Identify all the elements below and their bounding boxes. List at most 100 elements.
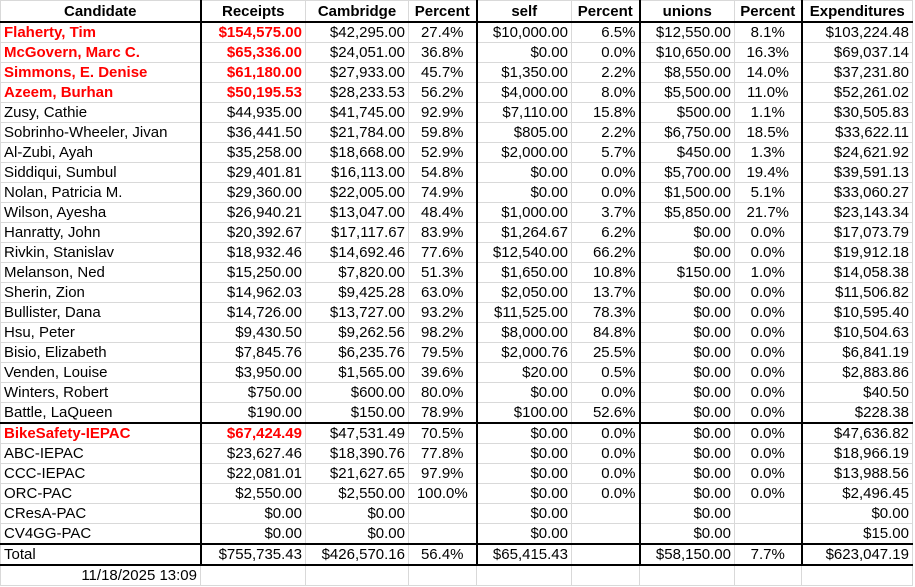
self-cell[interactable]: $12,540.00 xyxy=(475,242,572,263)
candidate-name-cell[interactable]: McGovern, Marc C. xyxy=(0,42,201,63)
unions-cell[interactable]: $0.00 xyxy=(638,463,735,484)
expenditures-cell[interactable]: $103,224.48 xyxy=(800,21,913,43)
unions-percent-cell[interactable]: 16.3% xyxy=(734,42,802,63)
cambridge-cell[interactable]: $2,550.00 xyxy=(305,483,409,504)
self-cell[interactable]: $0.00 xyxy=(475,523,572,545)
expenditures-cell[interactable]: $14,058.38 xyxy=(800,262,913,283)
unions-cell[interactable]: $0.00 xyxy=(638,302,735,323)
receipts-cell[interactable]: $26,940.21 xyxy=(199,202,306,223)
cambridge-percent-cell[interactable]: 63.0% xyxy=(408,282,477,303)
candidate-name-cell[interactable]: ABC-IEPAC xyxy=(0,443,201,464)
self-cell[interactable]: $0.00 xyxy=(475,463,572,484)
self-cell[interactable]: $20.00 xyxy=(475,362,572,383)
self-percent-cell[interactable]: 84.8% xyxy=(571,322,640,343)
self-cell[interactable]: $1,264.67 xyxy=(475,222,572,243)
candidate-name-cell[interactable]: Hsu, Peter xyxy=(0,322,201,343)
candidate-name-cell[interactable]: CV4GG-PAC xyxy=(0,523,201,545)
candidate-name-cell[interactable]: Sobrinho-Wheeler, Jivan xyxy=(0,122,201,143)
unions-cell[interactable]: $0.00 xyxy=(638,322,735,343)
unions-cell[interactable]: $0.00 xyxy=(638,362,735,383)
self-percent-cell[interactable]: 3.7% xyxy=(571,202,640,223)
unions-cell[interactable]: $6,750.00 xyxy=(638,122,735,143)
unions-percent-cell[interactable]: 0.0% xyxy=(734,483,802,504)
candidate-name-cell[interactable]: Venden, Louise xyxy=(0,362,201,383)
receipts-cell[interactable]: $65,336.00 xyxy=(199,42,306,63)
receipts-cell[interactable]: $36,441.50 xyxy=(199,122,306,143)
candidate-name-cell[interactable]: Rivkin, Stanislav xyxy=(0,242,201,263)
unions-cell[interactable]: $12,550.00 xyxy=(638,21,735,43)
expenditures-cell[interactable]: $0.00 xyxy=(800,503,913,524)
header-cambridge[interactable]: Cambridge xyxy=(305,0,409,23)
unions-cell[interactable]: $0.00 xyxy=(638,422,735,444)
cambridge-cell[interactable]: $27,933.00 xyxy=(305,62,409,83)
candidate-name-cell[interactable]: Bullister, Dana xyxy=(0,302,201,323)
candidate-name-cell[interactable]: Melanson, Ned xyxy=(0,262,201,283)
candidate-name-cell[interactable]: Sherin, Zion xyxy=(0,282,201,303)
receipts-cell[interactable]: $2,550.00 xyxy=(199,483,306,504)
unions-cell[interactable]: $500.00 xyxy=(638,102,735,123)
expenditures-cell[interactable]: $33,060.27 xyxy=(800,182,913,203)
cambridge-cell[interactable]: $16,113.00 xyxy=(305,162,409,183)
unions-percent-cell[interactable]: 0.0% xyxy=(734,463,802,484)
unions-cell[interactable]: $0.00 xyxy=(638,402,735,424)
unions-percent-cell[interactable]: 1.3% xyxy=(734,142,802,163)
self-percent-cell[interactable]: 8.0% xyxy=(571,82,640,103)
unions-cell[interactable]: $1,500.00 xyxy=(638,182,735,203)
self-percent-cell[interactable]: 0.0% xyxy=(571,182,640,203)
candidate-name-cell[interactable]: Battle, LaQueen xyxy=(0,402,201,424)
receipts-cell[interactable]: $29,401.81 xyxy=(199,162,306,183)
self-cell[interactable]: $4,000.00 xyxy=(475,82,572,103)
cambridge-cell[interactable]: $0.00 xyxy=(305,503,409,524)
candidate-name-cell[interactable]: Siddiqui, Sumbul xyxy=(0,162,201,183)
unions-cell[interactable]: $450.00 xyxy=(638,142,735,163)
unions-percent-cell[interactable]: 1.0% xyxy=(734,262,802,283)
self-percent-cell[interactable]: 0.0% xyxy=(571,443,640,464)
cambridge-percent-cell[interactable] xyxy=(408,523,477,545)
unions-cell[interactable]: $5,700.00 xyxy=(638,162,735,183)
cambridge-cell[interactable]: $426,570.16 xyxy=(305,543,409,566)
cambridge-percent-cell[interactable]: 93.2% xyxy=(408,302,477,323)
self-percent-cell[interactable]: 0.0% xyxy=(571,463,640,484)
cambridge-percent-cell[interactable]: 56.2% xyxy=(408,82,477,103)
expenditures-cell[interactable]: $13,988.56 xyxy=(800,463,913,484)
unions-cell[interactable]: $10,650.00 xyxy=(638,42,735,63)
unions-cell[interactable]: $0.00 xyxy=(638,483,735,504)
cambridge-cell[interactable]: $24,051.00 xyxy=(305,42,409,63)
self-percent-cell[interactable]: 78.3% xyxy=(571,302,640,323)
unions-cell[interactable]: $0.00 xyxy=(638,382,735,403)
expenditures-cell[interactable]: $24,621.92 xyxy=(800,142,913,163)
candidate-name-cell[interactable]: Zusy, Cathie xyxy=(0,102,201,123)
unions-percent-cell[interactable]: 5.1% xyxy=(734,182,802,203)
cambridge-cell[interactable]: $41,745.00 xyxy=(305,102,409,123)
unions-cell[interactable]: $0.00 xyxy=(638,222,735,243)
cambridge-cell[interactable]: $18,668.00 xyxy=(305,142,409,163)
cambridge-cell[interactable]: $22,005.00 xyxy=(305,182,409,203)
receipts-cell[interactable]: $3,950.00 xyxy=(199,362,306,383)
expenditures-cell[interactable]: $69,037.14 xyxy=(800,42,913,63)
cambridge-percent-cell[interactable]: 51.3% xyxy=(408,262,477,283)
unions-percent-cell[interactable]: 0.0% xyxy=(734,302,802,323)
cambridge-cell[interactable]: $13,727.00 xyxy=(305,302,409,323)
receipts-cell[interactable]: $0.00 xyxy=(199,523,306,545)
header-self-percent[interactable]: Percent xyxy=(571,0,640,23)
self-percent-cell[interactable]: 15.8% xyxy=(571,102,640,123)
unions-percent-cell[interactable] xyxy=(734,523,802,545)
expenditures-cell[interactable]: $623,047.19 xyxy=(800,543,913,566)
candidate-name-cell[interactable]: Winters, Robert xyxy=(0,382,201,403)
self-percent-cell[interactable]: 6.5% xyxy=(571,21,640,43)
receipts-cell[interactable]: $750.00 xyxy=(199,382,306,403)
self-cell[interactable]: $0.00 xyxy=(475,503,572,524)
unions-percent-cell[interactable]: 7.7% xyxy=(734,543,802,566)
self-cell[interactable]: $2,000.00 xyxy=(475,142,572,163)
cambridge-percent-cell[interactable]: 79.5% xyxy=(408,342,477,363)
header-unions-percent[interactable]: Percent xyxy=(734,0,802,23)
unions-cell[interactable]: $0.00 xyxy=(638,282,735,303)
empty-cell[interactable] xyxy=(305,564,409,586)
self-percent-cell[interactable]: 0.0% xyxy=(571,483,640,504)
receipts-cell[interactable]: $20,392.67 xyxy=(199,222,306,243)
receipts-cell[interactable]: $7,845.76 xyxy=(199,342,306,363)
unions-cell[interactable]: $58,150.00 xyxy=(638,543,735,566)
cambridge-percent-cell[interactable]: 59.8% xyxy=(408,122,477,143)
cambridge-cell[interactable]: $21,627.65 xyxy=(305,463,409,484)
cambridge-percent-cell[interactable]: 45.7% xyxy=(408,62,477,83)
